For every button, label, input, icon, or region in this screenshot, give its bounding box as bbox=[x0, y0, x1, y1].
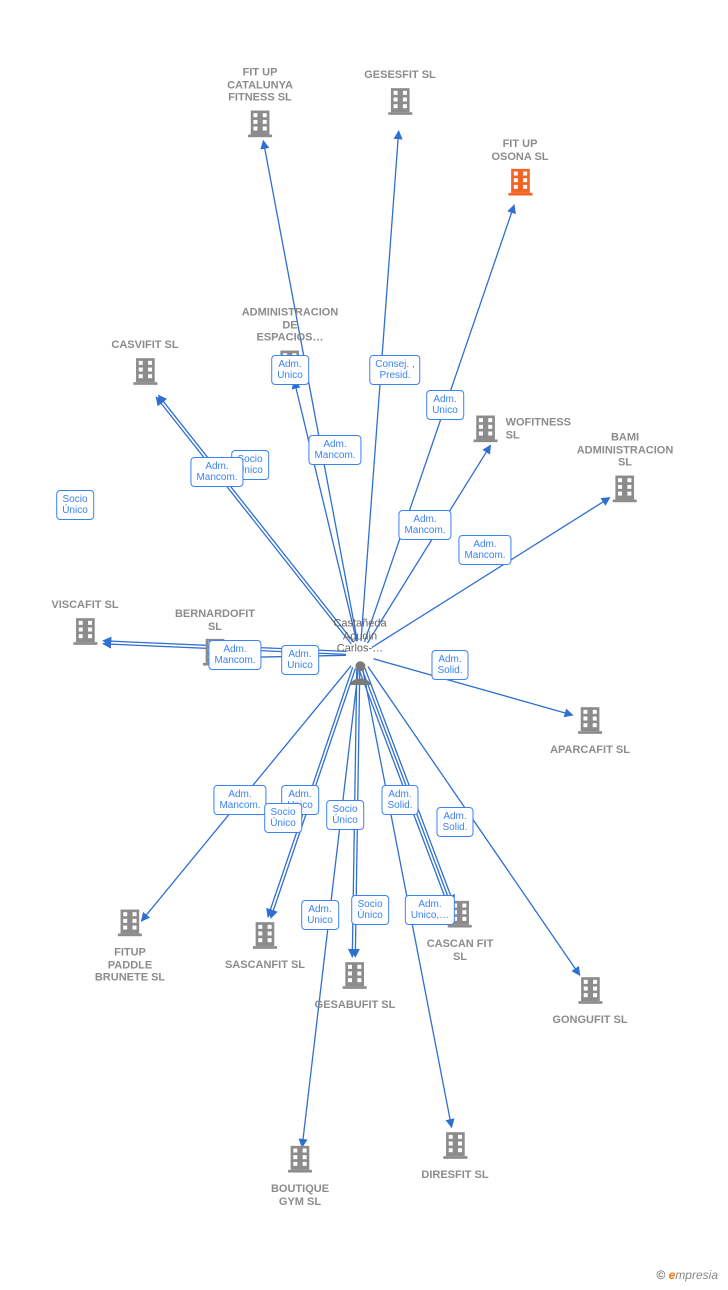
edge-label[interactable]: Adm. Mancom. bbox=[308, 435, 361, 465]
company-label: FITUP PADDLE BRUNETE SL bbox=[95, 947, 165, 985]
company-label: BERNARDOFIT SL bbox=[175, 608, 255, 633]
edge-label[interactable]: Adm. Solid. bbox=[436, 807, 473, 837]
building-icon bbox=[550, 703, 630, 740]
edge-label[interactable]: Consej. , Presid. bbox=[369, 355, 420, 385]
company-node[interactable]: BOUTIQUE GYM SL bbox=[271, 1142, 329, 1208]
edge-label[interactable]: Adm. Mancom. bbox=[458, 535, 511, 565]
company-node[interactable]: FITUP PADDLE BRUNETE SL bbox=[95, 906, 165, 985]
edge-label[interactable]: Adm. Solid. bbox=[431, 650, 468, 680]
building-icon bbox=[95, 906, 165, 943]
building-icon bbox=[51, 614, 118, 651]
company-node[interactable]: VISCAFIT SL bbox=[51, 599, 118, 651]
building-icon bbox=[227, 106, 293, 143]
company-label: VISCAFIT SL bbox=[51, 599, 118, 612]
edge-label[interactable]: Socio Único bbox=[56, 490, 94, 520]
edge-line bbox=[263, 141, 357, 642]
edge-line bbox=[159, 395, 354, 642]
person-label: Castañeda Agudin Carlos-… bbox=[333, 618, 386, 656]
company-label: WOFITNESS SL bbox=[506, 416, 571, 441]
company-node[interactable]: BAMI ADMINISTRACION SL bbox=[577, 432, 674, 509]
edge-label[interactable]: Socio Único bbox=[326, 800, 364, 830]
building-icon bbox=[225, 918, 305, 955]
company-label: FIT UPOSONA SL bbox=[491, 138, 548, 163]
company-label: SASCANFIT SL bbox=[225, 959, 305, 972]
edge-label[interactable]: Adm. Unico bbox=[301, 900, 339, 930]
company-label: APARCAFIT SL bbox=[550, 744, 630, 757]
building-icon bbox=[491, 165, 548, 202]
edge-line bbox=[374, 659, 573, 715]
copyright-symbol: © bbox=[656, 1268, 665, 1282]
edge-label[interactable]: Adm. Unico,… bbox=[405, 895, 455, 925]
edge-label[interactable]: Adm. Mancom. bbox=[208, 640, 261, 670]
company-node[interactable]: GONGUFIT SL bbox=[552, 973, 627, 1027]
company-label: GONGUFIT SL bbox=[552, 1014, 627, 1027]
company-label: BOUTIQUE GYM SL bbox=[271, 1183, 329, 1208]
footer-copyright: © empresia bbox=[656, 1268, 718, 1282]
company-label: CASVIFIT SL bbox=[111, 339, 178, 352]
company-label: CASCAN FIT SL bbox=[427, 938, 494, 963]
edge-label[interactable]: Adm. Unico bbox=[271, 355, 309, 385]
brand-rest: mpresia bbox=[675, 1268, 718, 1282]
building-icon bbox=[577, 471, 674, 508]
company-node[interactable]: FIT UP CATALUNYA FITNESS SL bbox=[227, 67, 293, 144]
company-label: GESABUFIT SL bbox=[315, 999, 396, 1012]
person-node[interactable]: Castañeda Agudin Carlos-… bbox=[333, 618, 386, 693]
company-node[interactable]: APARCAFIT SL bbox=[550, 703, 630, 757]
edge-label[interactable]: Socio Único bbox=[264, 803, 302, 833]
edge-line bbox=[294, 381, 357, 642]
building-icon bbox=[111, 354, 178, 391]
company-label: FIT UP CATALUNYA FITNESS SL bbox=[227, 67, 293, 105]
edge-label[interactable]: Adm. Solid. bbox=[381, 785, 418, 815]
building-icon bbox=[315, 958, 396, 995]
edge-label[interactable]: Adm. Mancom. bbox=[398, 510, 451, 540]
building-icon bbox=[271, 1142, 329, 1179]
edge-label[interactable]: Adm. Mancom. bbox=[190, 457, 243, 487]
person-icon bbox=[333, 657, 386, 692]
building-icon bbox=[421, 1128, 488, 1165]
building-icon bbox=[552, 973, 627, 1010]
company-label: GESESFIT SL bbox=[364, 69, 436, 82]
edge-line bbox=[361, 131, 399, 641]
company-node[interactable]: GESABUFIT SL bbox=[315, 958, 396, 1012]
company-node[interactable]: FIT UPOSONA SL bbox=[491, 138, 548, 202]
edge-label[interactable]: Socio Único bbox=[351, 895, 389, 925]
company-node[interactable]: DIRESFIT SL bbox=[421, 1128, 488, 1182]
company-label: DIRESFIT SL bbox=[421, 1169, 488, 1182]
company-node[interactable]: SASCANFIT SL bbox=[225, 918, 305, 972]
edge-label[interactable]: Adm. Mancom. bbox=[213, 785, 266, 815]
company-label: ADMINISTRACION DE ESPACIOS… bbox=[242, 307, 339, 345]
company-label: BAMI ADMINISTRACION SL bbox=[577, 432, 674, 470]
edge-label[interactable]: Adm. Unico bbox=[281, 645, 319, 675]
company-node[interactable]: GESESFIT SL bbox=[364, 69, 436, 121]
company-node[interactable]: WOFITNESS SL bbox=[470, 412, 571, 449]
edge-label[interactable]: Adm. Unico bbox=[426, 390, 464, 420]
company-node[interactable]: CASVIFIT SL bbox=[111, 339, 178, 391]
building-icon bbox=[470, 412, 502, 449]
network-diagram: Castañeda Agudin Carlos-… FIT UP CATALUN… bbox=[0, 0, 728, 1290]
building-icon bbox=[364, 84, 436, 121]
